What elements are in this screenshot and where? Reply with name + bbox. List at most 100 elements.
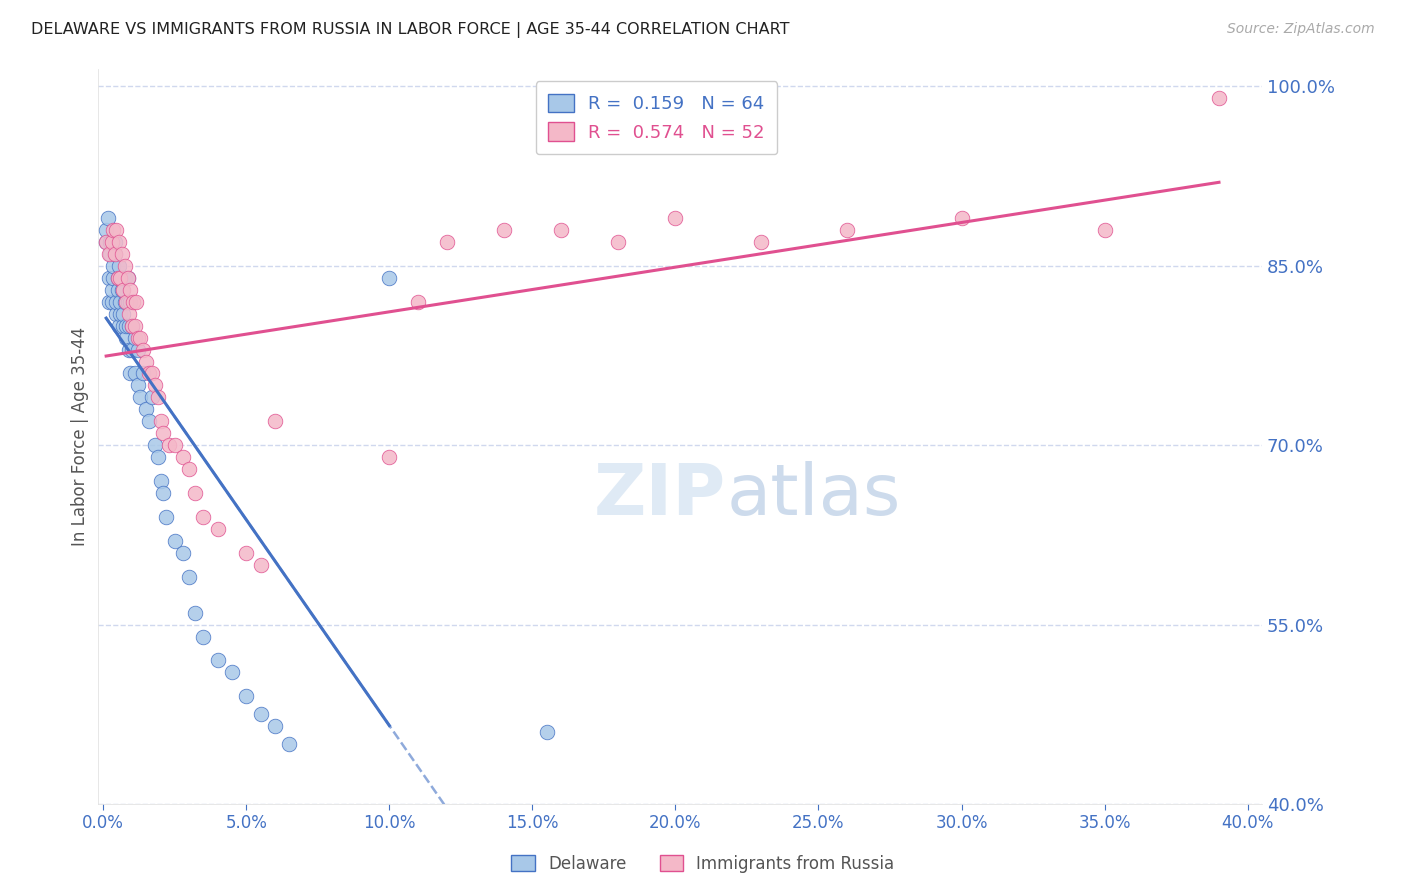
Point xyxy=(100,235,122,249)
Point xyxy=(124,330,146,344)
Point xyxy=(163,438,186,452)
Point xyxy=(129,330,152,344)
Point xyxy=(179,570,201,584)
Point xyxy=(112,283,135,297)
Point xyxy=(110,307,132,321)
Point xyxy=(107,270,129,285)
Point xyxy=(550,223,572,237)
Point xyxy=(207,522,229,536)
Point xyxy=(118,307,141,321)
Point xyxy=(132,343,155,357)
Point xyxy=(108,259,131,273)
Point xyxy=(155,510,177,524)
Point xyxy=(249,707,271,722)
Point xyxy=(127,330,149,344)
Point xyxy=(101,283,124,297)
Point xyxy=(107,270,129,285)
Point xyxy=(1094,223,1116,237)
Point xyxy=(121,343,143,357)
Text: atlas: atlas xyxy=(727,460,901,530)
Point xyxy=(103,270,125,285)
Point xyxy=(104,247,127,261)
Point xyxy=(378,450,401,465)
Point xyxy=(143,438,166,452)
Point xyxy=(127,343,149,357)
Point xyxy=(105,307,128,321)
Point xyxy=(536,725,558,739)
Point xyxy=(184,486,207,500)
Point xyxy=(117,270,139,285)
Point xyxy=(163,533,186,548)
Point xyxy=(749,235,772,249)
Legend: Delaware, Immigrants from Russia: Delaware, Immigrants from Russia xyxy=(505,848,901,880)
Point xyxy=(146,390,169,404)
Point xyxy=(127,378,149,392)
Point xyxy=(124,318,146,333)
Point xyxy=(184,606,207,620)
Point xyxy=(96,235,118,249)
Text: Source: ZipAtlas.com: Source: ZipAtlas.com xyxy=(1227,22,1375,37)
Point xyxy=(98,247,121,261)
Point xyxy=(114,270,136,285)
Point xyxy=(115,318,138,333)
Point xyxy=(152,426,174,441)
Y-axis label: In Labor Force | Age 35-44: In Labor Force | Age 35-44 xyxy=(72,326,89,546)
Point xyxy=(143,378,166,392)
Point xyxy=(111,283,134,297)
Point xyxy=(98,294,121,309)
Point xyxy=(114,294,136,309)
Point xyxy=(111,247,134,261)
Point xyxy=(950,211,973,225)
Point xyxy=(132,367,155,381)
Point xyxy=(108,318,131,333)
Point xyxy=(121,318,143,333)
Point xyxy=(103,259,125,273)
Point xyxy=(120,367,142,381)
Point xyxy=(135,402,157,417)
Point xyxy=(149,474,172,488)
Point xyxy=(120,294,142,309)
Point xyxy=(115,330,138,344)
Point xyxy=(138,367,160,381)
Point xyxy=(110,270,132,285)
Point xyxy=(249,558,271,572)
Point xyxy=(378,270,401,285)
Point xyxy=(108,235,131,249)
Point xyxy=(118,343,141,357)
Point xyxy=(97,211,120,225)
Point xyxy=(96,223,118,237)
Text: ZIP: ZIP xyxy=(595,460,727,530)
Point xyxy=(235,546,257,560)
Point xyxy=(104,247,127,261)
Point xyxy=(193,630,215,644)
Point xyxy=(114,259,136,273)
Point xyxy=(138,414,160,428)
Point xyxy=(264,719,287,733)
Point xyxy=(111,270,134,285)
Point xyxy=(193,510,215,524)
Point xyxy=(492,223,515,237)
Point xyxy=(107,283,129,297)
Point xyxy=(172,546,194,560)
Legend: R =  0.159   N = 64, R =  0.574   N = 52: R = 0.159 N = 64, R = 0.574 N = 52 xyxy=(536,81,778,154)
Point xyxy=(110,294,132,309)
Point xyxy=(135,354,157,368)
Point xyxy=(117,294,139,309)
Point xyxy=(157,438,180,452)
Point xyxy=(146,450,169,465)
Point xyxy=(179,462,201,476)
Point xyxy=(141,390,163,404)
Point xyxy=(105,223,128,237)
Point xyxy=(115,294,138,309)
Point xyxy=(406,294,429,309)
Text: DELAWARE VS IMMIGRANTS FROM RUSSIA IN LABOR FORCE | AGE 35-44 CORRELATION CHART: DELAWARE VS IMMIGRANTS FROM RUSSIA IN LA… xyxy=(31,22,789,38)
Point xyxy=(664,211,686,225)
Point xyxy=(122,294,145,309)
Point xyxy=(129,390,152,404)
Point xyxy=(235,690,257,704)
Point xyxy=(141,367,163,381)
Point xyxy=(118,318,141,333)
Point xyxy=(120,283,142,297)
Point xyxy=(112,318,135,333)
Point xyxy=(207,653,229,667)
